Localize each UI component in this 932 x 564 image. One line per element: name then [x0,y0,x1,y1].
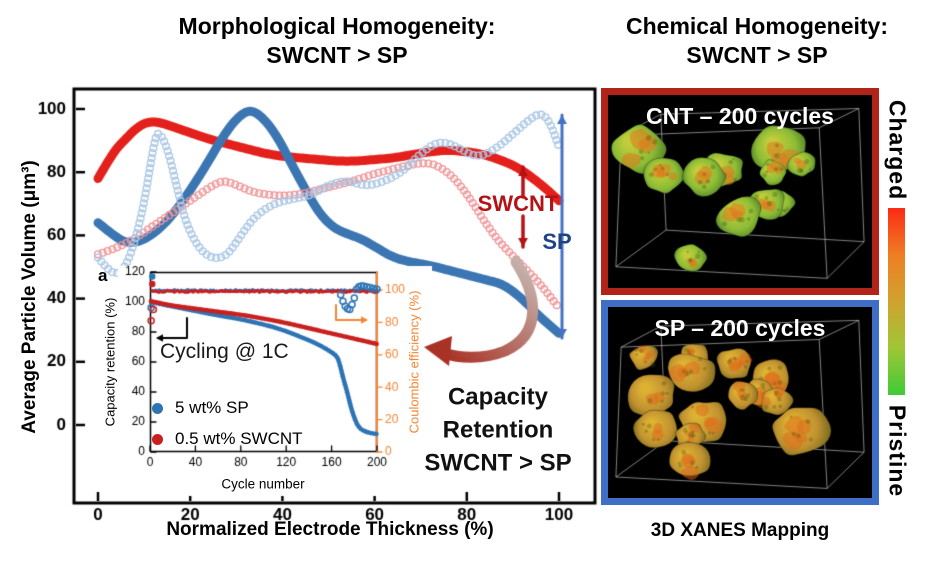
main-x-axis-label: Normalized Electrode Thickness (%) [166,519,494,540]
capacity-retention-note: Capacity Retention SWCNT > SP [424,381,571,480]
legend-row-swcnt: 0.5 wt% SWCNT [152,428,303,450]
right-title-line1: Chemical Homogeneity: [626,13,888,39]
main-y-axis-label: Average Particle Volume (μm³) [19,160,40,434]
colorbar-pristine-label: Pristine [884,404,911,498]
sp-xanes-panel: SP – 200 cycles [601,300,879,505]
left-title-line1: Morphological Homogeneity: [178,13,496,39]
sp-annotation: SP [542,229,572,254]
swcnt-legend-label: 0.5 wt% SWCNT [175,429,303,448]
right-title: Chemical Homogeneity: SWCNT > SP [582,12,932,70]
note-line-2: Retention [442,416,554,444]
inset-x-axis-label: Cycle number [221,476,305,492]
swcnt-annotation: SWCNT [477,191,559,216]
cycling-rate-annotation: Cycling @ 1C [160,340,289,363]
colorbar-charged-label: Charged [884,99,911,201]
sp-xanes-image [608,307,872,498]
colorbar [888,208,905,395]
swcnt-legend-marker [152,433,163,445]
left-title-line2: SWCNT > SP [266,42,408,68]
note-line-3: SWCNT > SP [424,449,572,477]
cnt-panel-label: CNT – 200 cycles [646,103,834,129]
xanes-caption: 3D XANES Mapping [650,520,830,541]
legend-row-sp: 5 wt% SP [152,397,303,419]
right-title-line2: SWCNT > SP [686,42,828,68]
inset-left-axis-label: Capacity retention (%) [102,297,118,427]
inset-right-axis-label: Coulombic efficiency (%) [406,290,422,434]
cnt-xanes-image [608,95,872,288]
cnt-xanes-panel: CNT – 200 cycles [601,88,879,295]
sp-legend-label: 5 wt% SP [175,398,249,417]
inset-legend: 5 wt% SP 0.5 wt% SWCNT [152,397,303,450]
sp-legend-marker [152,402,163,414]
note-line-1: Capacity [447,383,549,411]
inset-panel-label: a [98,266,108,285]
sp-panel-label: SP – 200 cycles [654,315,826,341]
left-title: Morphological Homogeneity: SWCNT > SP [117,12,557,70]
